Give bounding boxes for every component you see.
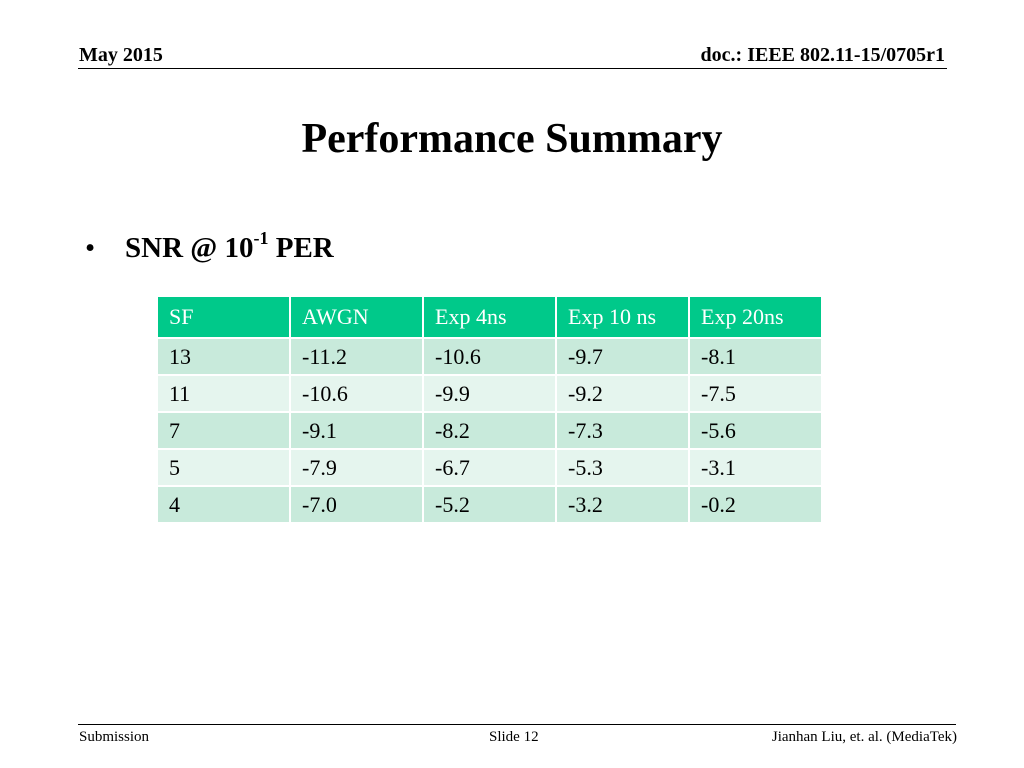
table-cell: -7.0 — [289, 485, 424, 524]
table-cell: 5 — [156, 448, 291, 487]
bullet-marker: • — [85, 232, 96, 264]
bullet-snr-per: • SNR @ 10-1 PER — [85, 228, 334, 268]
slide-title: Performance Summary — [301, 116, 723, 162]
table-cell: -9.2 — [555, 374, 690, 413]
table-cell: -9.7 — [555, 337, 690, 376]
col-header-sf: SF — [156, 295, 291, 339]
table-cell: -8.1 — [688, 337, 823, 376]
bullet-exponent: -1 — [253, 228, 269, 248]
performance-table: SF AWGN Exp 4ns Exp 10 ns Exp 20ns 13 -1… — [156, 295, 823, 524]
table-cell: -5.2 — [422, 485, 557, 524]
table-cell: -3.1 — [688, 448, 823, 487]
table-row: 13 -11.2 -10.6 -9.7 -8.1 — [156, 337, 823, 376]
col-header-exp-20ns: Exp 20ns — [688, 295, 823, 339]
header-divider — [78, 68, 947, 69]
bullet-suffix: PER — [268, 232, 334, 264]
table-cell: 7 — [156, 411, 291, 450]
table-cell: -9.1 — [289, 411, 424, 450]
table-cell: -5.6 — [688, 411, 823, 450]
col-header-exp-4ns: Exp 4ns — [422, 295, 557, 339]
footer-divider — [78, 724, 956, 725]
table-cell: 4 — [156, 485, 291, 524]
table-cell: -7.9 — [289, 448, 424, 487]
table-cell: -5.3 — [555, 448, 690, 487]
table-cell: -7.5 — [688, 374, 823, 413]
table-cell: -9.9 — [422, 374, 557, 413]
table-cell: -11.2 — [289, 337, 424, 376]
footer-submission: Submission — [79, 729, 150, 745]
table-row: 4 -7.0 -5.2 -3.2 -0.2 — [156, 485, 823, 524]
table-row: 5 -7.9 -6.7 -5.3 -3.1 — [156, 448, 823, 487]
header-doc-id: doc.: IEEE 802.11-15/0705r1 — [700, 44, 945, 66]
col-header-exp-10ns: Exp 10 ns — [555, 295, 690, 339]
footer-slide-number: Slide 12 — [489, 729, 539, 745]
table-header-row: SF AWGN Exp 4ns Exp 10 ns Exp 20ns — [156, 295, 823, 339]
footer-author: Jianhan Liu, et. al. (MediaTek) — [771, 729, 957, 745]
table-cell: -0.2 — [688, 485, 823, 524]
table-cell: -6.7 — [422, 448, 557, 487]
header-date: May 2015 — [79, 44, 163, 66]
col-header-awgn: AWGN — [289, 295, 424, 339]
table-cell: 11 — [156, 374, 291, 413]
table-cell: -8.2 — [422, 411, 557, 450]
bullet-prefix: SNR @ 10 — [125, 232, 254, 264]
table-cell: 13 — [156, 337, 291, 376]
table-cell: -7.3 — [555, 411, 690, 450]
table-row: 11 -10.6 -9.9 -9.2 -7.5 — [156, 374, 823, 413]
table-cell: -10.6 — [289, 374, 424, 413]
table-cell: -10.6 — [422, 337, 557, 376]
table-row: 7 -9.1 -8.2 -7.3 -5.6 — [156, 411, 823, 450]
table-cell: -3.2 — [555, 485, 690, 524]
